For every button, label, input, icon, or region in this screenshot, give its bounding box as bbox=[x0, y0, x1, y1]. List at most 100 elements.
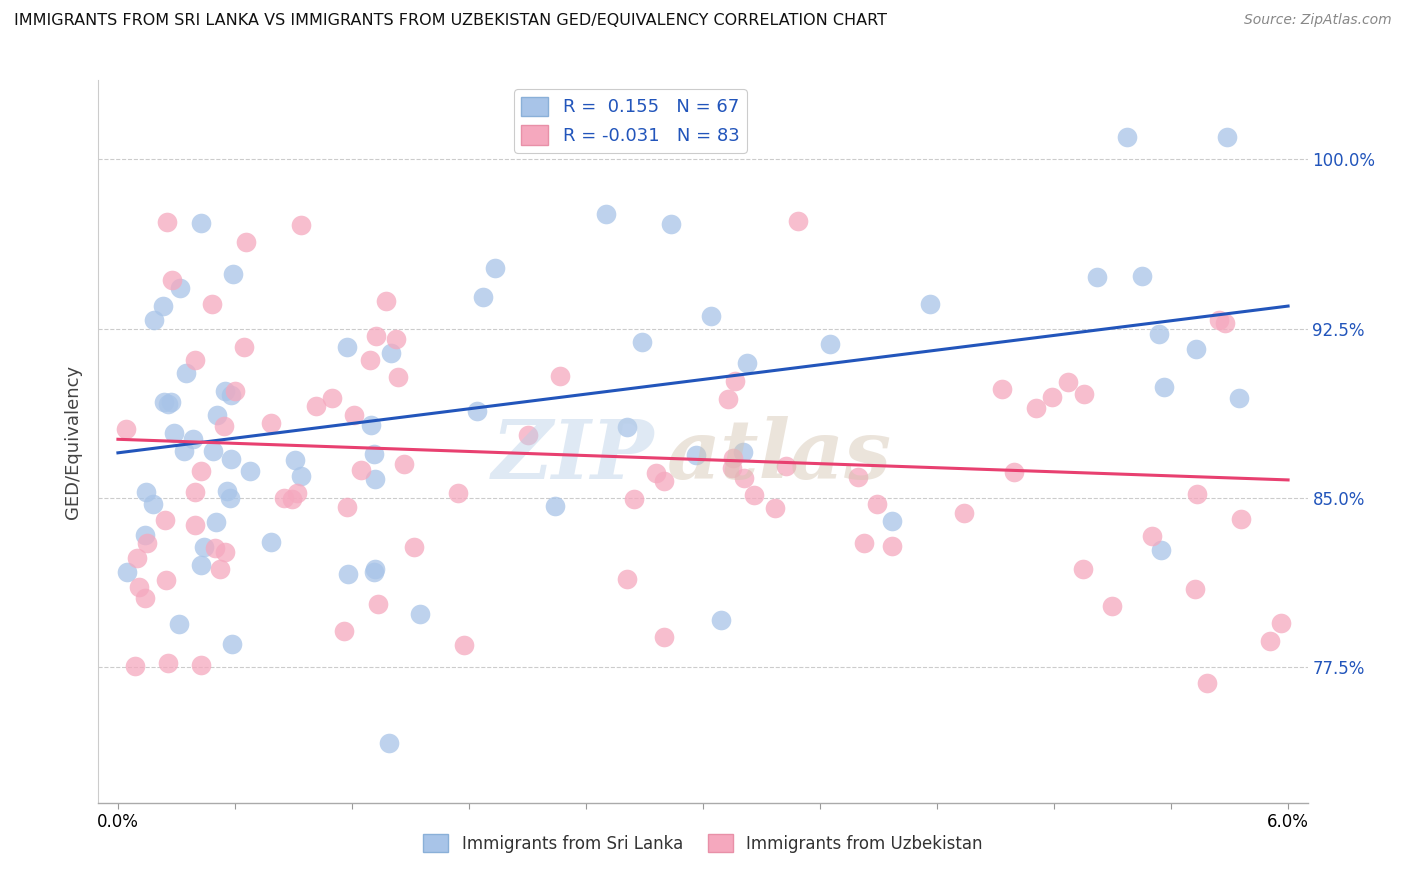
Point bbox=[721, 450, 744, 465]
Point bbox=[654, 474, 676, 488]
Point bbox=[1040, 390, 1063, 404]
Text: ZIP: ZIP bbox=[492, 416, 655, 496]
Point bbox=[173, 444, 195, 458]
Text: Source: ZipAtlas.com: Source: ZipAtlas.com bbox=[1244, 13, 1392, 28]
Point bbox=[321, 391, 343, 405]
Point bbox=[453, 639, 475, 653]
Point bbox=[219, 452, 242, 467]
Point bbox=[337, 566, 360, 581]
Text: atlas: atlas bbox=[666, 416, 891, 496]
Point bbox=[378, 737, 401, 751]
Point bbox=[157, 397, 180, 411]
Point bbox=[176, 366, 198, 380]
Point bbox=[710, 613, 733, 627]
Point bbox=[380, 346, 402, 360]
Point bbox=[733, 471, 755, 485]
Point bbox=[156, 214, 179, 228]
Point bbox=[866, 497, 889, 511]
Point bbox=[882, 514, 904, 528]
Point bbox=[517, 427, 540, 442]
Point bbox=[239, 464, 262, 478]
Point bbox=[201, 297, 224, 311]
Point bbox=[472, 290, 495, 304]
Point bbox=[724, 374, 747, 388]
Point bbox=[735, 356, 758, 370]
Point bbox=[787, 214, 810, 228]
Point bbox=[336, 341, 359, 355]
Point bbox=[742, 487, 765, 501]
Point bbox=[1208, 313, 1230, 327]
Point bbox=[733, 444, 755, 458]
Point bbox=[820, 336, 842, 351]
Point bbox=[273, 491, 295, 505]
Point bbox=[115, 566, 138, 580]
Point bbox=[1101, 599, 1123, 614]
Point bbox=[359, 352, 381, 367]
Point bbox=[1270, 616, 1292, 631]
Point bbox=[1025, 401, 1047, 415]
Point bbox=[1153, 379, 1175, 393]
Point bbox=[364, 472, 387, 486]
Point bbox=[1215, 129, 1237, 144]
Point bbox=[1258, 634, 1281, 648]
Point bbox=[846, 470, 869, 484]
Point bbox=[1229, 392, 1251, 406]
Point bbox=[142, 312, 165, 326]
Point bbox=[350, 463, 373, 477]
Point bbox=[184, 485, 207, 500]
Point bbox=[623, 491, 645, 506]
Point bbox=[142, 497, 165, 511]
Point bbox=[990, 383, 1012, 397]
Point bbox=[360, 417, 382, 432]
Point bbox=[160, 273, 183, 287]
Point bbox=[775, 459, 797, 474]
Point bbox=[685, 448, 707, 462]
Point bbox=[232, 340, 254, 354]
Point bbox=[214, 545, 236, 559]
Point bbox=[853, 535, 876, 549]
Point bbox=[224, 384, 246, 398]
Point bbox=[717, 392, 740, 406]
Point bbox=[205, 515, 228, 529]
Point bbox=[260, 417, 283, 431]
Point bbox=[616, 572, 638, 586]
Point bbox=[222, 267, 245, 281]
Point bbox=[1115, 129, 1137, 144]
Point bbox=[1185, 486, 1208, 500]
Point bbox=[134, 528, 156, 542]
Point bbox=[952, 506, 974, 520]
Point bbox=[1085, 269, 1108, 284]
Point bbox=[385, 332, 408, 346]
Point bbox=[446, 486, 468, 500]
Point bbox=[169, 281, 191, 295]
Point bbox=[387, 370, 409, 384]
Point bbox=[160, 395, 183, 409]
Point bbox=[205, 408, 228, 422]
Point bbox=[190, 657, 212, 672]
Point bbox=[155, 512, 177, 526]
Point bbox=[193, 540, 215, 554]
Point bbox=[1002, 465, 1025, 479]
Point bbox=[209, 562, 232, 576]
Point bbox=[183, 517, 205, 532]
Point bbox=[363, 565, 385, 579]
Point bbox=[1150, 542, 1173, 557]
Point bbox=[152, 299, 174, 313]
Point bbox=[212, 419, 235, 434]
Point bbox=[1184, 582, 1206, 596]
Point bbox=[202, 444, 225, 458]
Point bbox=[880, 539, 903, 553]
Point bbox=[645, 467, 668, 481]
Point bbox=[135, 485, 157, 500]
Point bbox=[763, 501, 786, 516]
Point bbox=[125, 550, 148, 565]
Point bbox=[544, 499, 567, 513]
Point bbox=[219, 491, 242, 505]
Point bbox=[190, 558, 212, 572]
Point bbox=[654, 630, 676, 644]
Point bbox=[402, 540, 425, 554]
Point bbox=[1140, 529, 1163, 543]
Point bbox=[363, 447, 385, 461]
Point bbox=[364, 329, 387, 343]
Point bbox=[136, 536, 159, 550]
